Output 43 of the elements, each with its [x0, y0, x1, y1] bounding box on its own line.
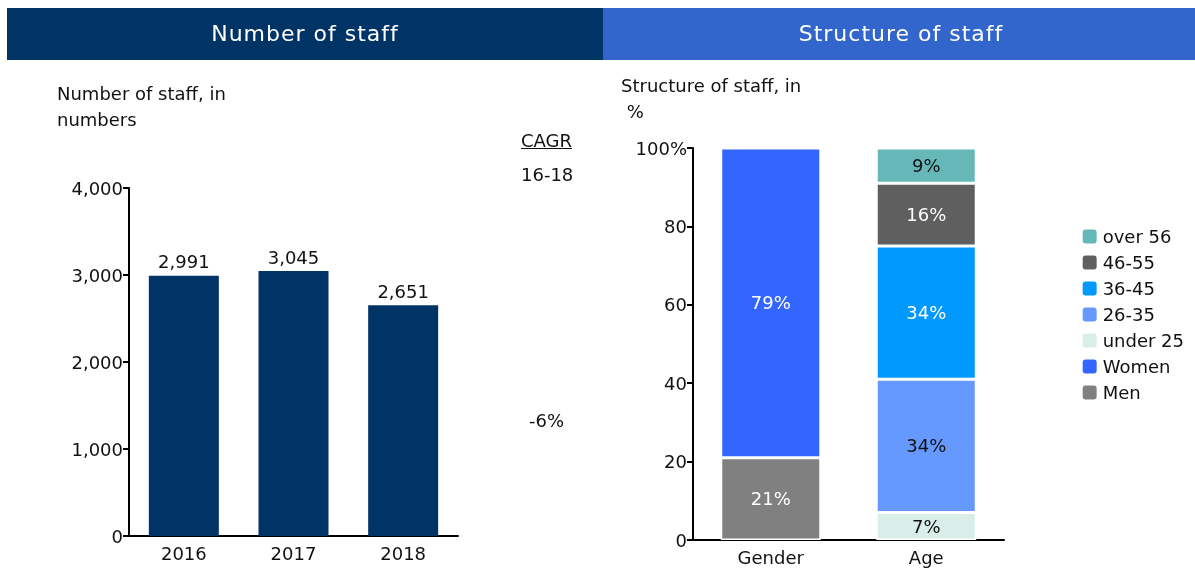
- y-tick-label: 60: [664, 294, 687, 316]
- text: -6%: [529, 410, 565, 431]
- y-tick-label: 0: [111, 525, 123, 547]
- y-tick-label: 100%: [635, 137, 687, 159]
- data-label: 2,991: [158, 251, 210, 273]
- data-label: 2,651: [377, 280, 429, 302]
- legend-label: Men: [1102, 382, 1141, 403]
- text: 16-18: [521, 164, 574, 185]
- x-tick-label: Age: [908, 546, 944, 568]
- bar: [148, 275, 219, 536]
- data-label: 34%: [906, 302, 947, 324]
- bar: [368, 305, 439, 536]
- bar: [258, 271, 329, 536]
- legend-label: 46-55: [1102, 252, 1155, 273]
- x-tick-label: 2018: [380, 542, 427, 564]
- text: CAGR: [521, 130, 573, 151]
- data-label: 3,045: [267, 246, 320, 268]
- chart-title: Number of staff: [7, 8, 603, 60]
- chart-title: Structure of staff: [603, 8, 1195, 60]
- x-tick-label: 2017: [270, 542, 317, 564]
- y-tick-label: 20: [664, 451, 687, 473]
- data-label: 16%: [906, 204, 947, 226]
- y-axis-title: Structure of staff, in %: [621, 74, 802, 122]
- data-label: 34%: [906, 435, 947, 457]
- y-tick-label: 40: [664, 372, 687, 394]
- legend-label: 36-45: [1102, 278, 1155, 299]
- y-tick-label: 1,000: [71, 438, 123, 460]
- legend-label: Women: [1102, 356, 1171, 377]
- legend-label: over 56: [1102, 226, 1172, 247]
- y-axis-title: Number of staff, in numbers: [57, 82, 232, 130]
- data-label: 7%: [911, 515, 941, 537]
- y-tick-label: 0: [675, 529, 687, 551]
- y-tick-label: 2,000: [71, 351, 123, 373]
- data-label: 79%: [750, 292, 791, 314]
- y-tick-label: 4,000: [71, 177, 123, 199]
- data-label: 9%: [911, 155, 941, 177]
- y-tick-label: 80: [664, 215, 687, 237]
- legend-label: 26-35: [1102, 304, 1155, 325]
- y-tick-label: 3,000: [71, 264, 123, 286]
- x-tick-label: Gender: [737, 546, 805, 568]
- legend-label: under 25: [1102, 330, 1184, 351]
- x-tick-label: 2016: [160, 542, 207, 564]
- data-label: 21%: [750, 488, 791, 510]
